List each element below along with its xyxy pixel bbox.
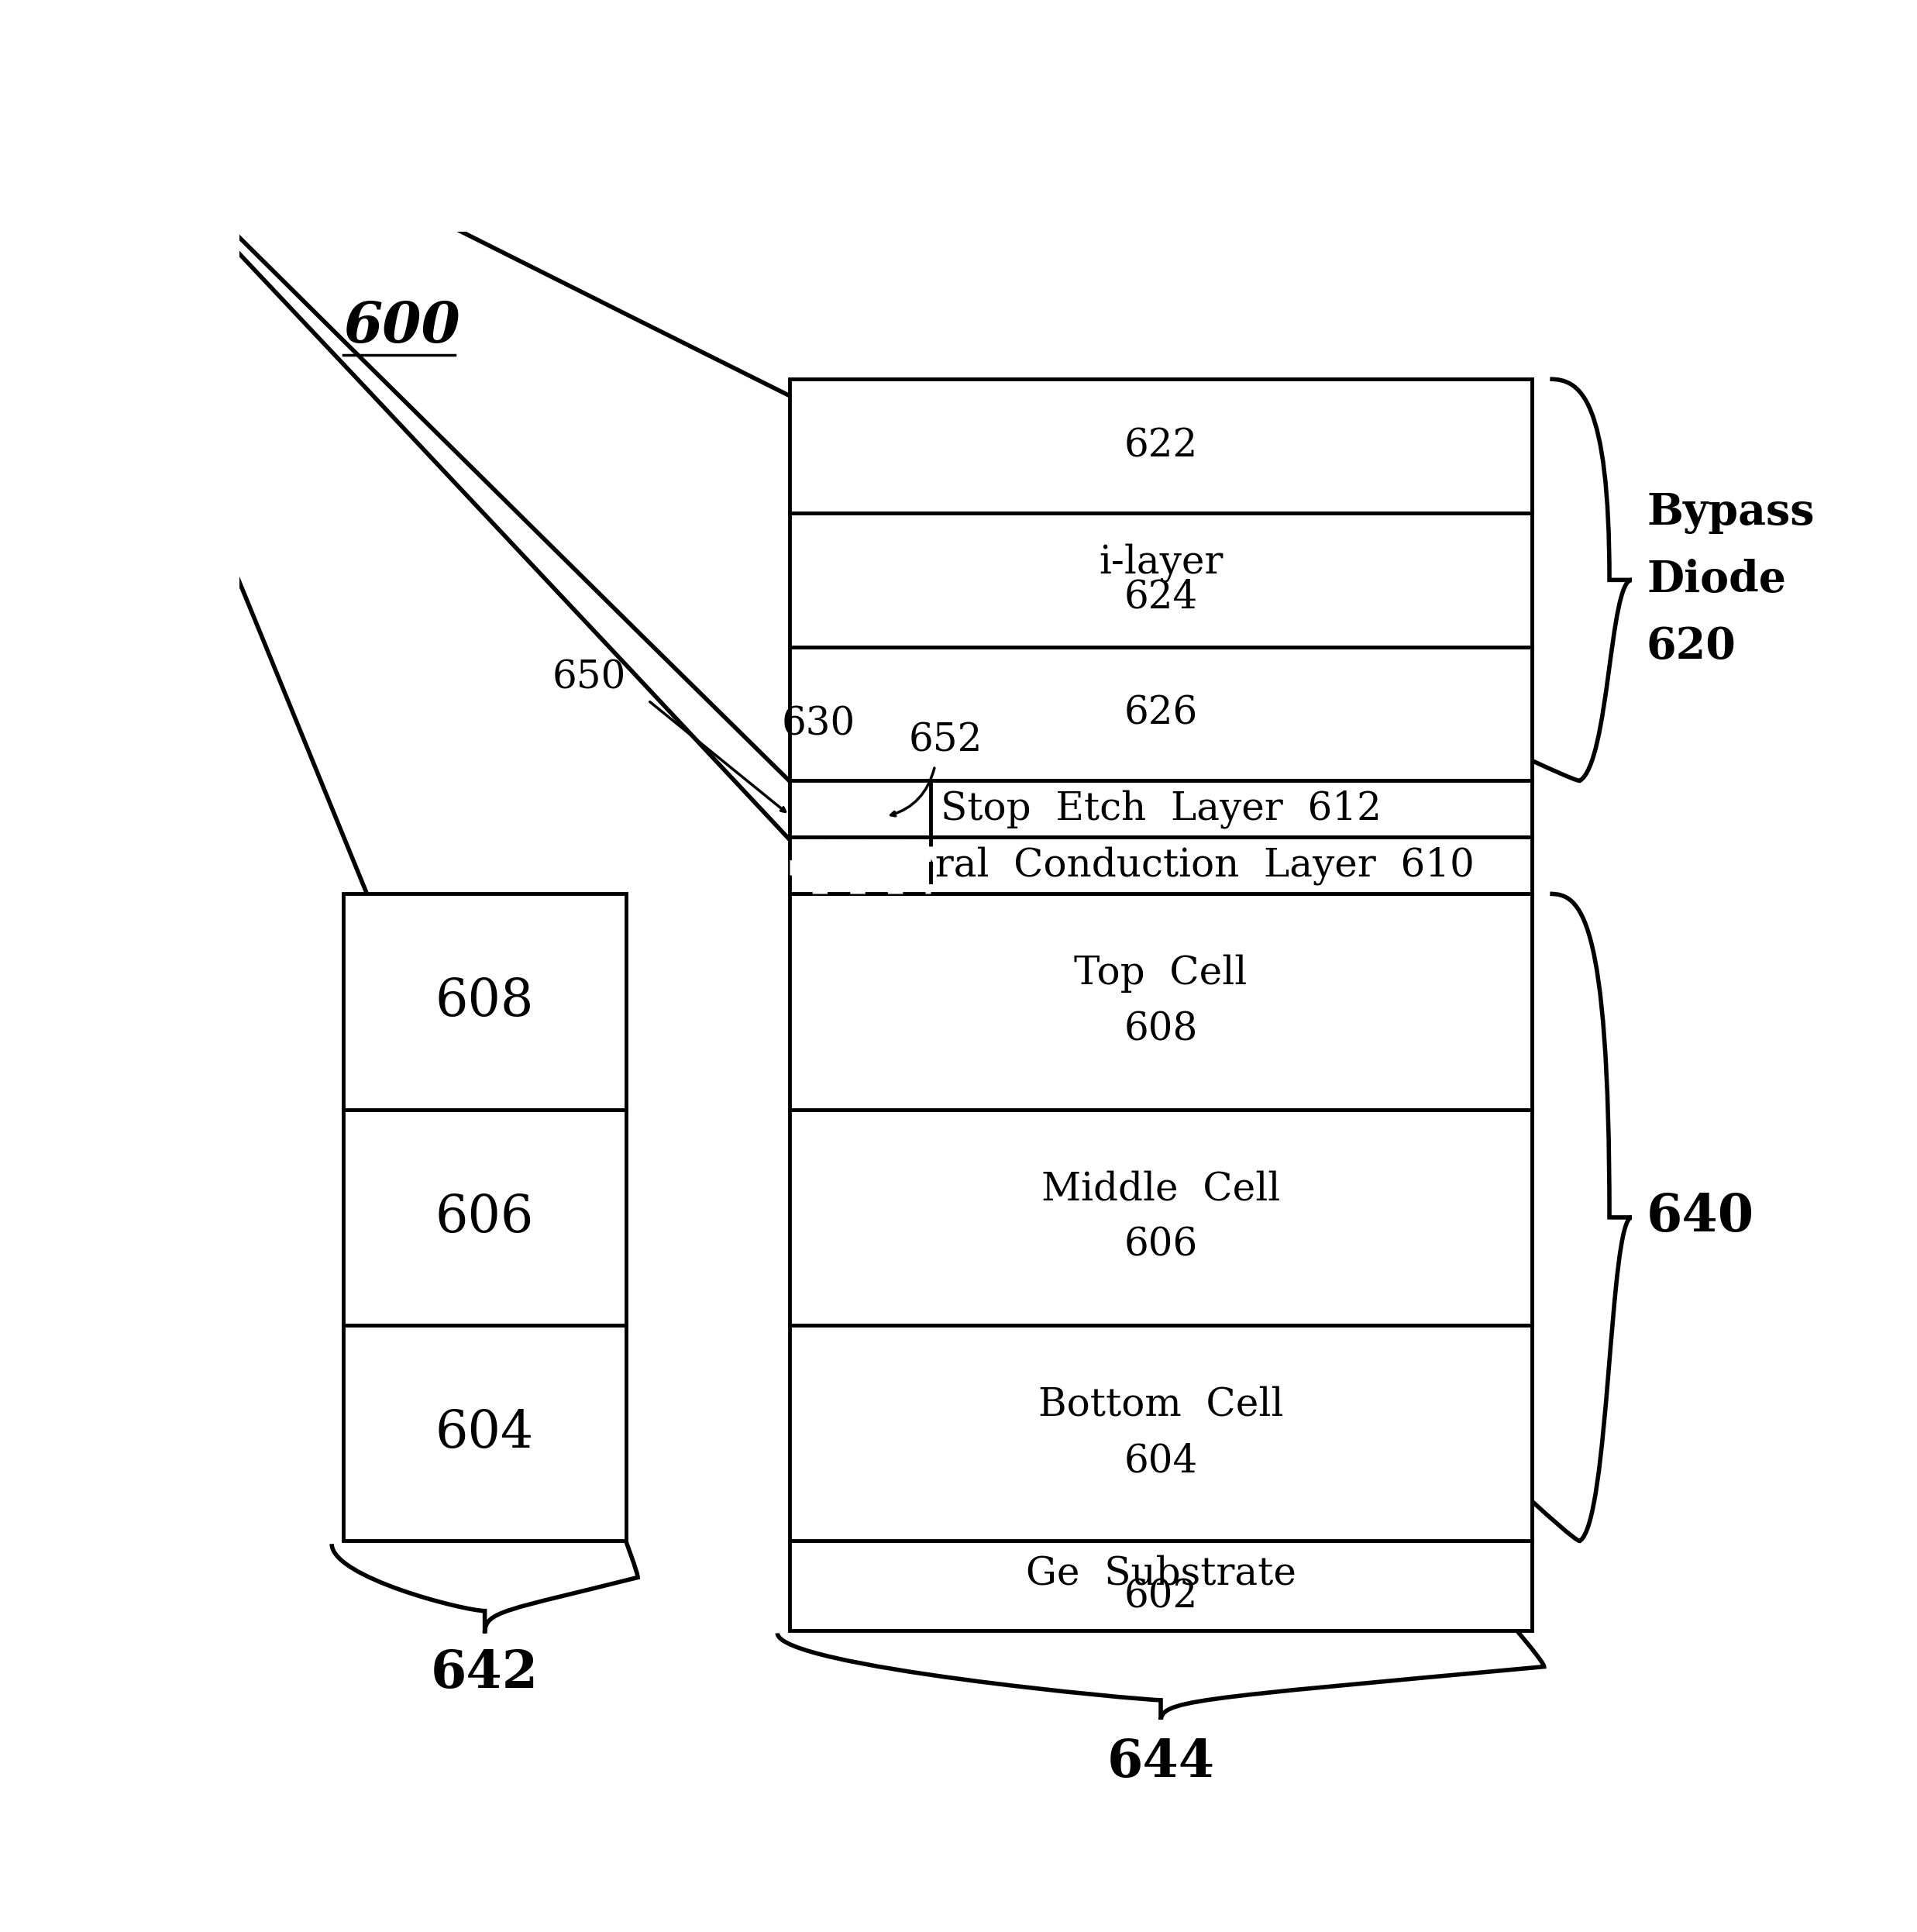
Text: 604: 604 [435,1408,535,1459]
Text: Bottom  Cell: Bottom Cell [1039,1385,1282,1424]
Bar [790,1109,1532,1325]
Text: Middle  Cell: Middle Cell [1041,1171,1281,1209]
Text: 600: 600 [343,299,460,354]
Text: 608: 608 [1123,1010,1198,1049]
Bar [790,837,1532,895]
Text: 640: 640 [1647,1192,1754,1242]
Text: 622: 622 [1123,427,1198,466]
Bar [790,837,930,895]
Bar [790,781,930,837]
Text: 650: 650 [552,659,625,697]
Text: Bypass: Bypass [1647,491,1813,535]
Text: 642: 642 [431,1648,539,1698]
Text: Top  Cell: Top Cell [1074,954,1248,993]
Bar [343,1109,625,1325]
Text: 620: 620 [1647,626,1737,668]
Bar [790,647,1532,781]
Bar [790,895,1532,1109]
Text: i-layer: i-layer [1098,543,1223,582]
Bar [790,1325,1532,1542]
Text: Stop  Etch  Layer  612: Stop Etch Layer 612 [941,790,1380,829]
Bar [343,1325,625,1542]
Bar [790,781,1532,837]
Text: 606: 606 [1123,1227,1198,1265]
Bar [790,1542,1532,1631]
Text: 644: 644 [1106,1737,1215,1787]
Text: 602: 602 [1123,1578,1198,1617]
Text: 608: 608 [435,976,535,1028]
Text: 624: 624 [1123,578,1198,616]
Bar [790,379,1532,514]
Text: Diode: Diode [1647,558,1787,601]
Text: 652: 652 [909,723,982,759]
Text: Lateral  Conduction  Layer  610: Lateral Conduction Layer 610 [847,846,1474,885]
Text: 630: 630 [782,705,855,744]
Bar [790,514,1532,647]
Bar [343,895,625,1109]
Text: 626: 626 [1123,696,1198,732]
Text: 604: 604 [1123,1441,1198,1480]
Text: Ge  Substrate: Ge Substrate [1026,1555,1296,1594]
Text: 606: 606 [435,1192,535,1242]
